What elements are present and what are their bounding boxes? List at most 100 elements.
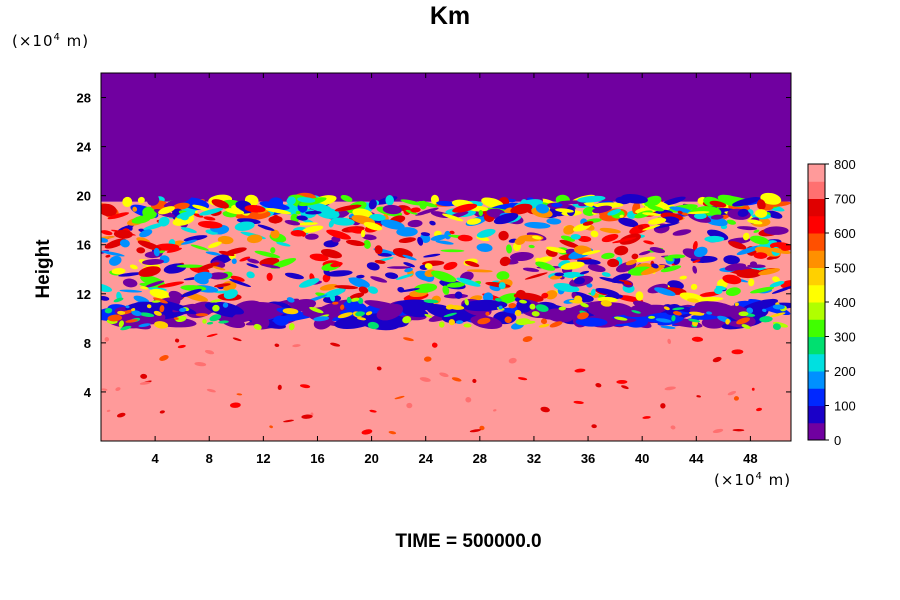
cloud-top-cell (173, 202, 190, 210)
turbulent-cell (290, 229, 306, 237)
band-edge-cell (663, 306, 670, 311)
turbulent-cell (302, 225, 324, 233)
low-band-cell (694, 301, 739, 317)
x-unit-label: (×104 m) (714, 471, 792, 489)
turbulent-cell (687, 211, 710, 215)
turbulent-cell (367, 286, 378, 294)
colorbar-swatch (808, 336, 825, 355)
lower-hot-spot (732, 428, 745, 432)
x-tick-label: 44 (689, 451, 704, 466)
cloud-top-cell (400, 199, 424, 206)
x-tick-label: 48 (743, 451, 757, 466)
turbulent-cell (510, 203, 533, 215)
band-edge-cell (762, 308, 767, 313)
lower-hot-spot (206, 388, 216, 393)
lower-hot-spot (139, 381, 151, 385)
turbulent-cell (136, 247, 146, 254)
colorbar-swatch (808, 215, 825, 234)
turbulent-cell (362, 234, 377, 241)
band-edge-cell (138, 323, 151, 328)
turbulent-cell (631, 253, 639, 260)
turbulent-cell (498, 230, 509, 241)
cloud-top-cell (620, 194, 648, 204)
cloud-top-cell (732, 196, 761, 207)
lower-hot-spot (751, 387, 755, 391)
turbulent-cell (619, 214, 624, 218)
turbulent-cell (403, 262, 415, 268)
x-tick-label: 28 (473, 451, 487, 466)
turbulent-cell (649, 247, 666, 254)
turbulent-cell (212, 266, 226, 271)
turbulent-cell (560, 261, 585, 270)
cloud-top-cell (757, 199, 766, 210)
cloud-top-cell (385, 195, 394, 206)
turbulent-cell (555, 208, 574, 213)
cloud-top-cell (334, 204, 362, 212)
turbulent-cell (722, 274, 742, 285)
band-edge-cell (519, 299, 528, 304)
turbulent-cell (614, 245, 629, 256)
turbulent-cell (693, 212, 707, 220)
band-edge-cell (179, 307, 187, 312)
turbulent-cell (571, 291, 592, 301)
turbulent-cell (398, 237, 416, 243)
turbulent-cell (742, 232, 750, 241)
colorbar-swatch (808, 233, 825, 251)
band-edge-cell (131, 310, 142, 317)
turbulent-cell (442, 285, 450, 295)
turbulent-cell (560, 235, 575, 242)
colorbar-swatch (808, 371, 825, 389)
turbulent-cell (454, 291, 463, 299)
lower-hot-spot (616, 380, 628, 384)
colorbar-tick-label: 100 (834, 399, 856, 414)
turbulent-cell (101, 230, 113, 236)
turbulent-cell (205, 251, 221, 256)
band-edge-cell (113, 297, 124, 303)
band-edge-cell (154, 321, 169, 329)
turbulent-cell (780, 244, 791, 251)
turbulent-cell (772, 276, 780, 283)
turbulent-cell (139, 229, 153, 238)
lower-hot-spot (493, 409, 497, 412)
cloud-top-cell (551, 202, 563, 208)
turbulent-cell (616, 295, 644, 303)
band-edge-cell (463, 323, 472, 328)
turbulent-cell (582, 250, 601, 256)
turbulent-cell (429, 220, 436, 226)
band-edge-cell (337, 312, 353, 319)
band-edge-cell (448, 319, 455, 326)
lower-hot-spot (727, 390, 737, 396)
band-edge-cell (131, 308, 136, 312)
turbulent-cell (638, 250, 651, 256)
turbulent-cell (358, 286, 369, 294)
turbulent-cell (131, 215, 151, 224)
band-edge-cell (309, 306, 324, 314)
low-band-cell (301, 308, 341, 319)
lower-hot-spot (299, 384, 311, 389)
lower-hot-spot (522, 336, 533, 342)
lower-hot-spot (277, 384, 282, 391)
band-edge-cell (688, 318, 701, 323)
turbulent-cell (554, 272, 564, 277)
colorbar-swatch (808, 198, 825, 217)
lower-hot-spot (712, 356, 722, 363)
colorbar-swatch (808, 353, 825, 372)
band-edge-cell (120, 325, 132, 331)
turbulent-cell (399, 288, 420, 293)
turbulent-cell (612, 237, 637, 244)
turbulent-cell (679, 292, 705, 303)
low-band-cell (643, 312, 679, 323)
band-edge-cell (741, 324, 751, 329)
band-edge-cell (332, 301, 339, 305)
turbulent-cell (158, 206, 175, 215)
lower-hot-spot (756, 407, 763, 412)
lower-hot-spot (274, 343, 280, 348)
turbulent-cell (769, 280, 785, 288)
band-edge-cell (514, 309, 522, 317)
band-edge-cell (706, 311, 713, 315)
turbulent-cell (266, 272, 273, 281)
lower-hot-spot (159, 355, 169, 361)
turbulent-cell (506, 244, 512, 254)
turbulent-cell (244, 205, 266, 213)
turbulent-cell (298, 278, 320, 288)
